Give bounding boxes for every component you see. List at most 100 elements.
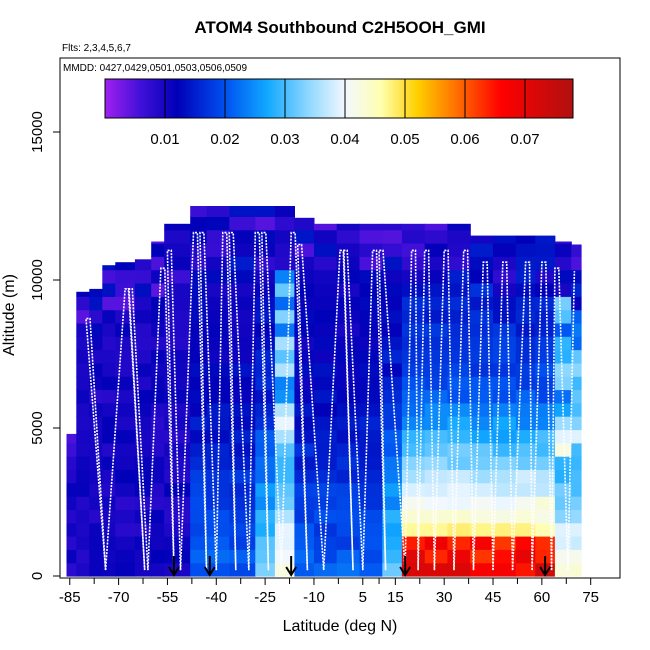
heatmap-cell xyxy=(314,522,338,537)
heatmap-cell xyxy=(115,349,136,364)
heatmap-cell xyxy=(401,223,426,231)
heatmap-cell xyxy=(294,349,315,364)
heatmap-cell xyxy=(424,536,449,550)
heatmap-cell xyxy=(359,336,383,351)
heatmap-cell xyxy=(190,416,208,431)
heatmap-cell xyxy=(447,469,471,484)
heatmap-cell xyxy=(66,456,77,470)
heatmap-cell xyxy=(115,309,136,324)
heatmap-cell xyxy=(151,241,165,244)
heatmap-cell xyxy=(424,376,449,391)
heatmap-cell xyxy=(401,549,426,564)
heatmap-cell xyxy=(401,336,426,351)
heatmap-cell xyxy=(554,243,572,257)
heatmap-cell xyxy=(151,296,165,311)
heatmap-cell xyxy=(274,322,295,337)
heatmap-cell xyxy=(336,362,361,377)
heatmap-cell xyxy=(535,362,556,377)
flight-profile xyxy=(417,249,436,571)
heatmap-cell xyxy=(274,389,295,404)
heatmap-cell xyxy=(554,442,572,457)
heatmap-cell xyxy=(102,522,116,537)
heatmap-cell xyxy=(102,482,116,497)
flight-profile xyxy=(296,243,325,571)
heatmap-cell xyxy=(190,206,208,217)
heatmap-cell xyxy=(515,442,536,457)
heatmap-cell xyxy=(274,309,295,324)
heatmap-cell xyxy=(359,223,383,231)
heatmap-cell xyxy=(336,549,361,564)
heatmap-cell xyxy=(76,389,90,404)
heatmap-cell xyxy=(76,469,90,484)
heatmap-cell xyxy=(190,549,208,564)
heatmap-cell xyxy=(134,362,152,377)
heatmap-cell xyxy=(76,336,90,351)
heatmap-cell xyxy=(294,256,315,271)
x-tick-label: -85 xyxy=(59,589,81,606)
heatmap-cell xyxy=(255,416,276,431)
heatmap-cell xyxy=(401,496,426,510)
y-axis-label: Altitude (m) xyxy=(1,274,18,356)
heatmap-cell xyxy=(151,456,165,470)
heatmap-cell xyxy=(274,376,295,391)
x-tick-label: -40 xyxy=(205,589,227,606)
heatmap-cell xyxy=(447,429,471,444)
heatmap-cell xyxy=(102,442,116,457)
heatmap-cell xyxy=(151,283,165,297)
heatmap-cell xyxy=(401,509,426,524)
heatmap-cell xyxy=(424,562,449,577)
heatmap-cell xyxy=(535,296,556,311)
heatmap-cell xyxy=(493,283,517,297)
heatmap-cell xyxy=(515,522,536,537)
heatmap-cell xyxy=(470,562,494,577)
heatmap-cell xyxy=(314,349,338,364)
heatmap-cell xyxy=(229,549,256,564)
heatmap-cell xyxy=(115,562,136,577)
heatmap-cell xyxy=(164,349,191,364)
heatmap-cell xyxy=(571,244,582,257)
heatmap-cell xyxy=(115,536,136,550)
heatmap-cell xyxy=(190,482,208,497)
heatmap-cell xyxy=(89,288,103,297)
heatmap-cell xyxy=(554,496,572,510)
heatmap-cell xyxy=(535,376,556,391)
heatmap-cell xyxy=(76,536,90,550)
heatmap-cell xyxy=(447,283,471,297)
heatmap-cell xyxy=(164,309,191,324)
heatmap-cell xyxy=(229,536,256,550)
heatmap-cell xyxy=(401,362,426,377)
heatmap-cell xyxy=(134,259,152,271)
heatmap-cell xyxy=(134,509,152,524)
heatmap-cell xyxy=(134,402,152,417)
heatmap-cell xyxy=(115,389,136,404)
heatmap-cell xyxy=(151,469,165,484)
heatmap-cell xyxy=(554,389,572,404)
heatmap-cell xyxy=(274,496,295,510)
heatmap-cell xyxy=(382,549,403,564)
heatmap-cell xyxy=(134,442,152,457)
heatmap-cell xyxy=(336,536,361,550)
flights-label: Flts: 2,3,4,5,6,7 xyxy=(62,43,131,54)
heatmap-cell xyxy=(255,296,276,311)
heatmap-cell xyxy=(274,243,295,257)
heatmap-cell xyxy=(66,442,77,457)
x-tick-label: 45 xyxy=(485,589,502,606)
heatmap-cell xyxy=(314,562,338,577)
heatmap-cell xyxy=(190,456,208,470)
heatmap-cell xyxy=(274,549,295,564)
heatmap-cell xyxy=(102,269,116,284)
x-tick-label: 15 xyxy=(387,589,404,606)
heatmap-cell xyxy=(424,336,449,351)
heatmap-cell xyxy=(115,296,136,311)
heatmap-cell xyxy=(535,322,556,337)
heatmap-cell xyxy=(571,562,582,577)
heatmap-cell xyxy=(229,362,256,377)
flight-profile xyxy=(362,249,387,571)
heatmap-cell xyxy=(206,509,230,524)
heatmap-cell xyxy=(535,496,556,510)
heatmap-cell xyxy=(274,206,295,217)
heatmap-cell xyxy=(382,362,403,377)
heatmap-cell xyxy=(89,376,103,391)
heatmap-cell xyxy=(115,482,136,497)
heatmap-cell xyxy=(115,269,136,284)
